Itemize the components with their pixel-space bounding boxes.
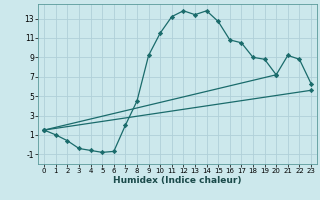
X-axis label: Humidex (Indice chaleur): Humidex (Indice chaleur) — [113, 176, 242, 185]
